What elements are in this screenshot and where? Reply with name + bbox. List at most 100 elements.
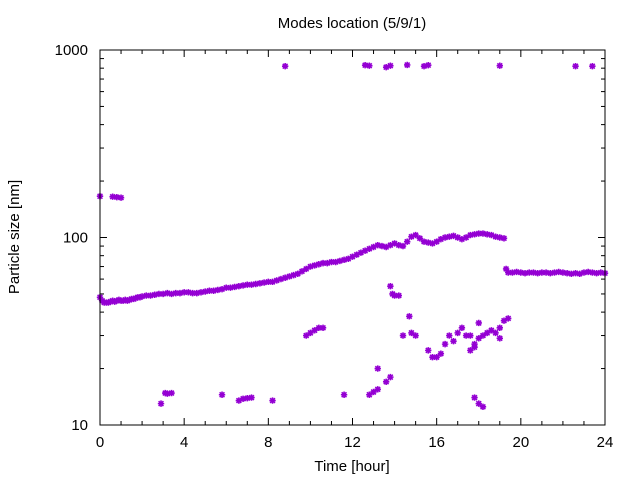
data-point xyxy=(235,282,243,290)
data-point xyxy=(143,292,150,299)
x-tick-label: 8 xyxy=(264,434,272,451)
data-point xyxy=(281,62,289,70)
data-point xyxy=(239,282,247,289)
data-point xyxy=(307,263,314,270)
data-point xyxy=(492,233,499,240)
data-point xyxy=(580,269,588,276)
data-point xyxy=(286,273,293,280)
data-point xyxy=(496,62,503,69)
data-point xyxy=(437,350,445,357)
data-point xyxy=(109,297,116,304)
data-point xyxy=(429,353,436,361)
data-point xyxy=(420,62,428,70)
data-point xyxy=(357,249,365,256)
data-point xyxy=(340,391,348,398)
data-point xyxy=(206,287,213,294)
data-point xyxy=(568,270,575,278)
data-point xyxy=(109,193,116,200)
data-point xyxy=(597,269,604,276)
data-point xyxy=(370,388,377,396)
data-point xyxy=(303,332,310,339)
data-point xyxy=(387,282,394,290)
data-point xyxy=(277,275,285,283)
data-point xyxy=(147,292,154,299)
data-point xyxy=(521,270,529,277)
data-point xyxy=(538,269,546,276)
data-point xyxy=(382,243,390,251)
data-point xyxy=(382,378,390,385)
data-point xyxy=(256,280,264,287)
data-point xyxy=(404,238,411,245)
data-point xyxy=(471,231,478,238)
data-point xyxy=(231,283,238,291)
data-point xyxy=(454,329,461,337)
data-point xyxy=(122,296,129,304)
data-point xyxy=(303,265,310,273)
data-point xyxy=(399,332,407,339)
data-point xyxy=(425,347,432,354)
data-point xyxy=(454,234,461,241)
y-tick-label: 100 xyxy=(63,230,88,247)
data-point xyxy=(168,290,175,298)
data-point xyxy=(189,289,196,297)
data-point xyxy=(239,395,247,402)
data-point xyxy=(378,242,386,250)
data-point xyxy=(500,317,508,324)
data-point xyxy=(265,278,272,286)
data-point xyxy=(475,230,482,237)
data-point xyxy=(425,61,432,69)
data-point xyxy=(353,251,360,258)
data-point xyxy=(471,394,478,401)
data-point xyxy=(345,255,352,262)
data-point xyxy=(551,269,558,276)
data-point xyxy=(433,238,440,245)
data-point xyxy=(315,324,323,331)
y-axis-title: Particle size [nm] xyxy=(6,180,23,294)
data-point xyxy=(500,235,508,242)
data-point xyxy=(223,284,230,291)
data-point xyxy=(336,257,344,265)
data-point xyxy=(471,340,478,348)
data-point xyxy=(294,270,301,278)
data-point xyxy=(408,233,415,240)
data-point xyxy=(458,324,466,331)
data-point xyxy=(462,234,470,241)
data-point xyxy=(115,296,123,304)
data-point xyxy=(563,270,571,277)
data-point xyxy=(119,297,127,304)
data-point xyxy=(446,332,453,339)
data-point xyxy=(248,281,255,288)
data-point xyxy=(340,256,348,264)
data-point xyxy=(534,270,541,277)
data-point xyxy=(450,232,457,240)
x-tick-label: 12 xyxy=(344,434,361,451)
data-point xyxy=(467,347,474,354)
data-point xyxy=(113,297,121,304)
data-point xyxy=(395,292,402,299)
data-point xyxy=(483,231,491,238)
data-point xyxy=(315,261,323,268)
data-point xyxy=(395,241,402,249)
data-point xyxy=(467,231,474,239)
data-point xyxy=(374,365,381,372)
data-point xyxy=(235,397,243,404)
data-point xyxy=(437,235,445,243)
data-point xyxy=(290,271,297,279)
data-point xyxy=(113,194,121,201)
data-point xyxy=(132,294,139,302)
plot-frame xyxy=(99,49,606,426)
data-point xyxy=(111,298,118,305)
data-point xyxy=(193,289,200,297)
data-point xyxy=(576,270,583,278)
data-point xyxy=(138,293,146,300)
data-point xyxy=(151,291,158,298)
data-point xyxy=(180,289,188,296)
data-point xyxy=(164,289,171,297)
y-tick-label: 10 xyxy=(71,417,88,434)
data-point xyxy=(572,270,579,277)
data-point xyxy=(332,258,339,266)
data-point xyxy=(467,332,474,339)
data-point xyxy=(157,400,165,407)
